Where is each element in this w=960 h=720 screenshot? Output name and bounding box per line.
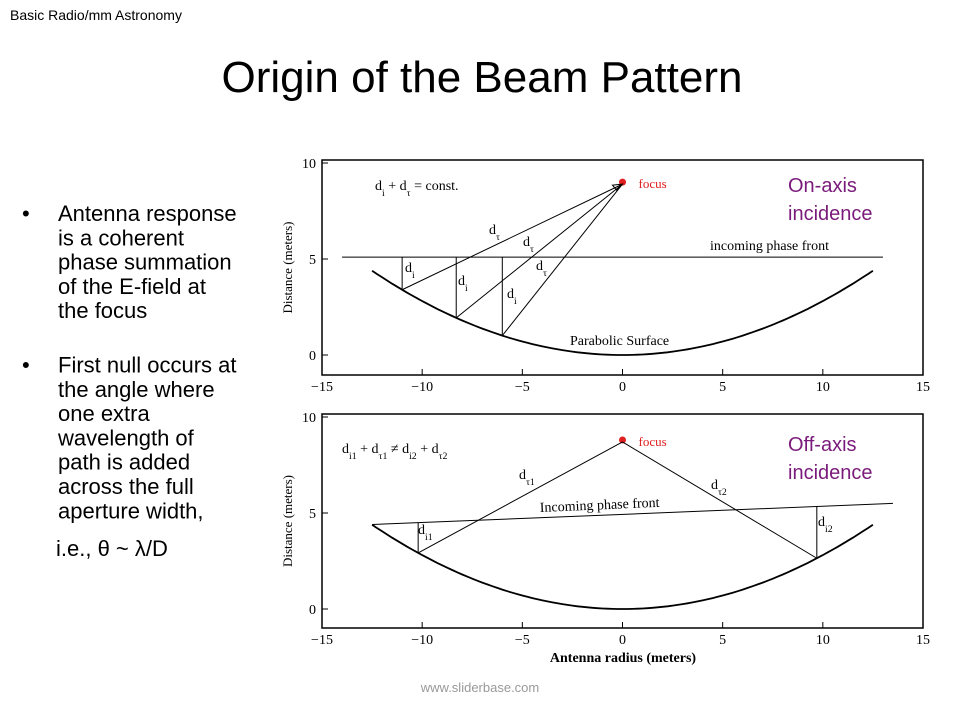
equation-term: + <box>388 179 396 194</box>
y-tick-label: 10 <box>302 157 316 172</box>
incidence-label: Off-axis <box>788 434 857 456</box>
focus-label: focus <box>639 176 667 191</box>
x-tick-label: 5 <box>719 633 726 648</box>
equation: di1 + dτ1 ≠ di2 + dτ2 <box>342 442 448 462</box>
equation-term: + <box>420 442 428 457</box>
bullet-line: aperture width, <box>58 498 204 523</box>
bullet-line: across the full <box>58 474 194 499</box>
x-tick-label: 15 <box>916 380 930 395</box>
title: Origin of the Beam Pattern <box>222 53 743 102</box>
path-line <box>501 183 623 336</box>
arrow-head <box>611 183 624 191</box>
bullet-line: is a coherent <box>58 225 184 250</box>
x-tick-label: 5 <box>719 380 726 395</box>
equation-term: dτ2 <box>432 442 448 462</box>
bullet-marker: • <box>22 353 30 378</box>
bullet-line: the focus <box>58 298 147 323</box>
phase-front-label: incoming phase front <box>710 239 829 254</box>
equation-term: = <box>414 179 422 194</box>
path-label: dτ2 <box>711 478 727 498</box>
x-tick-label: 15 <box>916 633 930 648</box>
figure: −15 −10 −5 0 5 10 15 0 5 10 Distance (meters) Anten… <box>280 411 930 666</box>
incidence-label: On-axis <box>788 175 857 197</box>
path-line <box>622 441 818 559</box>
bullet-line: phase summation <box>58 250 232 275</box>
incidence-label: incidence <box>788 203 873 225</box>
y-axis-label: Distance (meters) <box>280 475 295 567</box>
x-tick-label: −5 <box>515 633 530 648</box>
path-label: di2 <box>818 515 833 535</box>
y-axis-label: Distance (meters) <box>280 221 295 313</box>
path-label: di <box>405 261 415 281</box>
path-line <box>401 183 623 291</box>
y-tick-label: 0 <box>309 349 316 364</box>
incidence-label: incidence <box>788 462 873 484</box>
figure: −15 −10 −5 0 5 10 15 0 5 10 Distance (meters) Parab… <box>280 157 930 395</box>
header: Basic Radio/mm Astronomy <box>10 7 182 23</box>
equation-term: di1 <box>342 442 357 462</box>
bullet-marker: • <box>22 201 30 226</box>
bullet-line: path is added <box>58 450 190 475</box>
path-label: dτ <box>536 259 547 279</box>
x-tick-label: −10 <box>411 380 433 395</box>
equation-term: dτ1 <box>372 442 388 462</box>
path-label: di1 <box>418 523 433 543</box>
y-tick-label: 5 <box>309 253 316 268</box>
surface-label: Parabolic Surface <box>570 334 669 349</box>
bullet-line: of the E-field at <box>58 274 206 299</box>
formula: i.e., θ ~ λ/D <box>56 536 168 561</box>
x-tick-label: 0 <box>619 633 626 648</box>
x-tick-label: −10 <box>411 633 433 648</box>
figures: −15 −10 −5 0 5 10 15 0 5 10 Distance (meters) Parab… <box>280 157 930 666</box>
equation-term: di2 <box>402 442 417 462</box>
path-line <box>417 441 623 554</box>
parabola <box>371 523 874 610</box>
y-tick-label: 5 <box>309 507 316 522</box>
x-axis-label: Antenna radius (meters) <box>550 651 697 666</box>
path-label: dτ1 <box>519 468 535 488</box>
path-line <box>455 183 623 319</box>
phase-front <box>372 502 893 526</box>
equation-term: dτ <box>400 179 411 199</box>
x-tick-label: −15 <box>311 380 333 395</box>
focus-dot <box>619 436 626 444</box>
path-label: di <box>507 287 517 307</box>
path-label: dτ <box>523 235 534 255</box>
parabola <box>371 269 874 356</box>
focus-label: focus <box>639 434 667 449</box>
y-tick-label: 10 <box>302 411 316 426</box>
x-tick-label: −5 <box>515 380 530 395</box>
bullet-line: one extra <box>58 401 150 426</box>
bullet-line: the angle where <box>58 377 215 402</box>
phase-front-label: Incoming phase front <box>540 496 660 516</box>
footer: www.sliderbase.com <box>420 680 540 695</box>
y-tick-label: 0 <box>309 603 316 618</box>
x-tick-label: 0 <box>619 380 626 395</box>
path-label: di <box>458 274 468 294</box>
path-label: dτ <box>489 223 500 243</box>
x-tick-label: −15 <box>311 633 333 648</box>
equation-term: di <box>375 179 385 199</box>
bullet-line: wavelength of <box>57 425 195 450</box>
equation-term: + <box>360 442 368 457</box>
bullet-line: First null occurs at <box>58 353 237 378</box>
equation-term: const. <box>425 179 458 194</box>
bullet-line: Antenna response <box>58 201 237 226</box>
equation-term: ≠ <box>391 442 399 457</box>
x-tick-label: 10 <box>816 380 830 395</box>
x-tick-label: 10 <box>816 633 830 648</box>
equation: di + dτ = const. <box>375 179 459 199</box>
